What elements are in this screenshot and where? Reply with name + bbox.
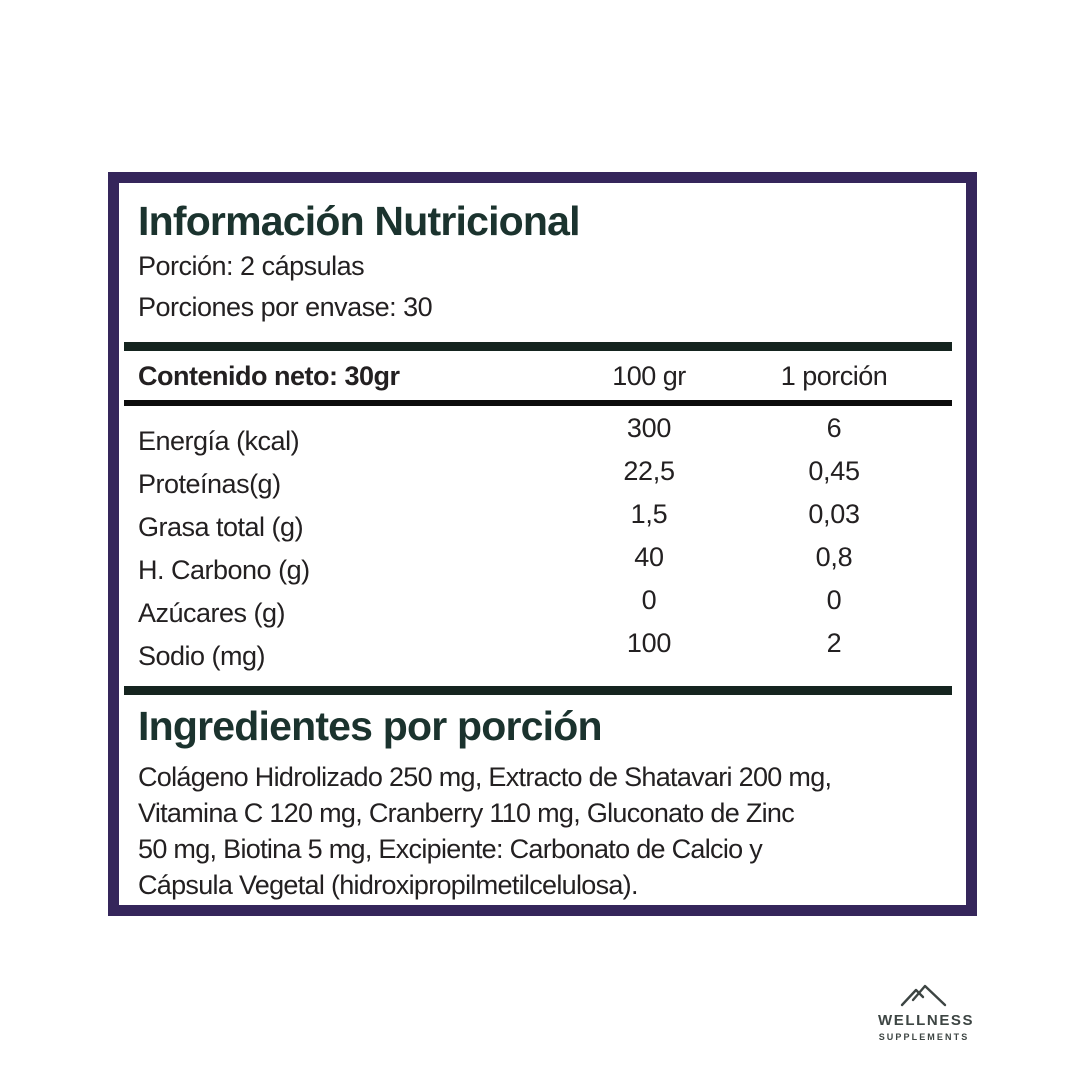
- nutrient-name: Grasa total (g): [138, 512, 304, 542]
- nutrient-name: Proteínas(g): [138, 469, 281, 499]
- brand-name: WELLNESS: [878, 1012, 975, 1029]
- ingredients-line: 50 mg, Biotina 5 mg, Excipiente: Carbona…: [138, 834, 763, 864]
- divider-bar-thick-top: [124, 342, 952, 351]
- nutrient-per-100g: 22,5: [623, 456, 675, 486]
- nutrient-per-serving: 6: [826, 413, 842, 443]
- nutrient-per-100g: 1,5: [630, 499, 668, 529]
- ingredients-line: Cápsula Vegetal (hidroxipropilmetilcelul…: [138, 870, 638, 900]
- brand-logo: WELLNESS SUPPLEMENTS: [878, 982, 975, 1042]
- nutrient-per-serving: 2: [826, 628, 842, 658]
- ingredients-title: Ingredientes por porción: [138, 703, 603, 749]
- nutrient-per-serving: 0,45: [808, 456, 860, 486]
- table-header-per-100g: 100 gr: [612, 361, 686, 391]
- nutrition-facts-panel: Información Nutricional Porción: 2 cápsu…: [108, 172, 977, 916]
- nutrient-name: H. Carbono (g): [138, 555, 310, 585]
- nutrient-name: Sodio (mg): [138, 641, 266, 671]
- nutrient-per-100g: 0: [641, 585, 657, 615]
- table-header-per-serving: 1 porción: [780, 361, 888, 391]
- ingredients-line: Colágeno Hidrolizado 250 mg, Extracto de…: [138, 762, 832, 792]
- table-row: Grasa total (g) 1,5 0,03: [138, 500, 944, 543]
- nutrient-per-serving: 0: [826, 585, 842, 615]
- table-header-row: Contenido neto: 30gr 100 gr 1 porción: [138, 351, 944, 400]
- nutrient-per-100g: 100: [626, 628, 672, 658]
- ingredients-text: Colágeno Hidrolizado 250 mg, Extracto de…: [138, 759, 944, 903]
- divider-bar-header: [124, 400, 952, 406]
- divider-bar-thick-bottom: [124, 686, 952, 695]
- serving-size-text: Porción: 2 cápsulas: [138, 251, 365, 281]
- table-header-net-content: Contenido neto: 30gr: [138, 361, 400, 391]
- table-row: Azúcares (g) 0 0: [138, 586, 944, 629]
- nutrient-per-serving: 0,03: [808, 499, 860, 529]
- servings-per-container-text: Porciones por envase: 30: [138, 292, 433, 322]
- table-row: Energía (kcal) 300 6: [138, 414, 944, 457]
- nutrient-table-body: Energía (kcal) 300 6 Proteínas(g) 22,5 0…: [138, 414, 944, 672]
- panel-title: Información Nutricional: [138, 198, 581, 244]
- nutrient-per-serving: 0,8: [815, 542, 853, 572]
- nutrient-name: Energía (kcal): [138, 426, 300, 456]
- table-row: H. Carbono (g) 40 0,8: [138, 543, 944, 586]
- ingredients-line: Vitamina C 120 mg, Cranberry 110 mg, Glu…: [138, 798, 795, 828]
- nutrient-per-100g: 300: [626, 413, 672, 443]
- table-row: Sodio (mg) 100 2: [138, 629, 944, 672]
- brand-tagline: SUPPLEMENTS: [878, 1032, 970, 1042]
- nutrient-name: Azúcares (g): [138, 598, 286, 628]
- nutrient-per-100g: 40: [634, 542, 664, 572]
- mountain-icon: [900, 984, 947, 1007]
- table-row: Proteínas(g) 22,5 0,45: [138, 457, 944, 500]
